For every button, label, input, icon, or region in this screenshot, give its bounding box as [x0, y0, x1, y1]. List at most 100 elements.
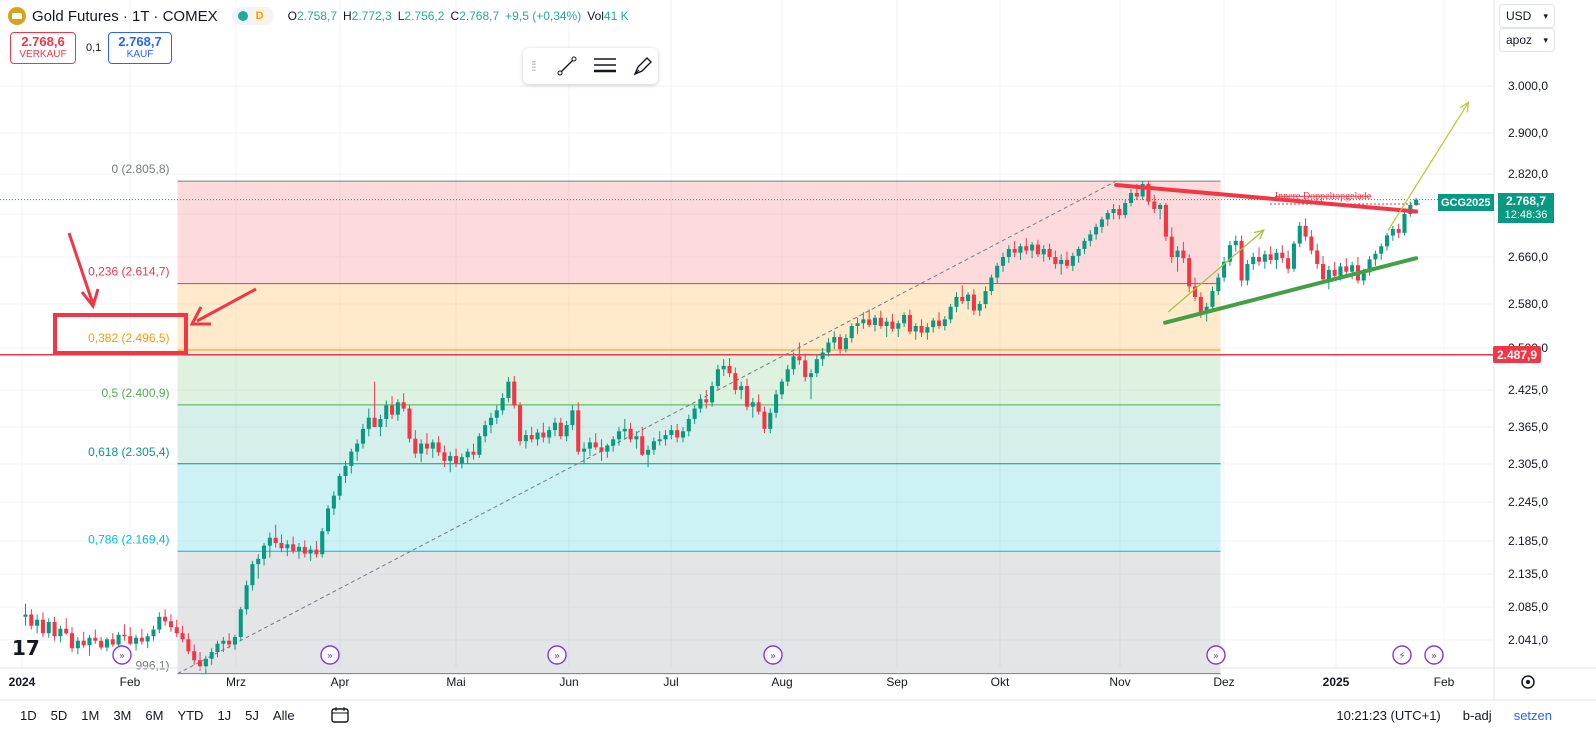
- timezone-clock[interactable]: 10:21:23 (UTC+1): [1336, 707, 1441, 723]
- candle-body: [1163, 205, 1168, 237]
- candle: [1274, 248, 1279, 269]
- candle: [849, 323, 854, 343]
- candle-body: [1152, 201, 1157, 209]
- candle: [1373, 250, 1378, 266]
- candle: [256, 554, 261, 579]
- candle: [739, 381, 744, 400]
- y-tick-label: 2.580,0: [1508, 297, 1548, 311]
- candle: [494, 405, 499, 424]
- currency-select[interactable]: USD ▾: [1499, 4, 1555, 28]
- range-button-3m[interactable]: 3M: [113, 707, 132, 723]
- brush-tool-icon[interactable]: [629, 52, 657, 80]
- candle: [936, 312, 942, 329]
- candle-body: [1239, 240, 1244, 281]
- candle: [675, 423, 680, 443]
- candle-body: [698, 399, 703, 409]
- candle-body: [1280, 252, 1285, 259]
- buy-button[interactable]: 2.768,7 KAUF: [108, 32, 172, 64]
- candle-body: [401, 402, 406, 409]
- candle: [1227, 240, 1232, 266]
- flash-event-icon: [1392, 645, 1412, 665]
- candle: [977, 301, 982, 317]
- candle: [820, 348, 825, 366]
- drag-handle-icon[interactable]: ⁞⁞: [531, 58, 537, 74]
- range-button-1m[interactable]: 1M: [81, 707, 100, 723]
- candle: [291, 536, 296, 554]
- candle-body: [128, 636, 133, 644]
- candle-body: [1274, 252, 1279, 260]
- buy-label: KAUF: [126, 49, 154, 60]
- candle: [134, 634, 139, 651]
- symbol-title[interactable]: Gold Futures · 1T · COMEX: [32, 7, 218, 25]
- range-button-alle[interactable]: Alle: [272, 707, 295, 723]
- candle-body: [436, 442, 441, 453]
- candle-body: [570, 410, 575, 426]
- reset-link[interactable]: setzen: [1513, 707, 1552, 723]
- candle-body: [355, 443, 360, 452]
- candle: [832, 331, 837, 350]
- candle-body: [372, 417, 377, 427]
- candle: [192, 644, 197, 665]
- candle: [814, 354, 819, 378]
- candle: [1326, 265, 1331, 290]
- x-tick-label: Mai: [446, 675, 465, 689]
- fib-level-label: 996,1): [135, 659, 169, 673]
- candle-body: [93, 637, 98, 641]
- candle-body: [1210, 291, 1215, 307]
- x-tick-label: Nov: [1109, 675, 1130, 689]
- chart-settings-icon[interactable]: [1518, 672, 1538, 692]
- candle-body: [116, 634, 121, 645]
- candle-body: [192, 651, 197, 661]
- candle-body: [1251, 257, 1256, 265]
- candle-body: [710, 386, 715, 403]
- range-button-6m[interactable]: 6M: [145, 707, 164, 723]
- candle-body: [360, 428, 365, 444]
- range-button-ytd[interactable]: YTD: [177, 707, 204, 723]
- trendline-tool-icon[interactable]: [553, 52, 581, 80]
- candle: [1268, 246, 1273, 265]
- candle-body: [296, 546, 301, 551]
- candle-body: [285, 544, 290, 549]
- candle-body: [203, 658, 208, 667]
- candle-body: [971, 294, 976, 311]
- candle-body: [424, 443, 430, 449]
- candle: [180, 625, 185, 643]
- fib-level-label: 0,786 (2.169,4): [88, 532, 169, 546]
- candle: [1047, 243, 1052, 260]
- line-style-icon[interactable]: [591, 52, 619, 80]
- range-button-5d[interactable]: 5D: [50, 707, 68, 723]
- candle-body: [989, 277, 994, 292]
- range-button-1j[interactable]: 1J: [217, 707, 232, 723]
- candle: [942, 316, 947, 331]
- candle: [1024, 238, 1029, 255]
- y-tick-label: 2.245,0: [1508, 495, 1548, 509]
- event-icon: [547, 645, 567, 665]
- range-button-1d[interactable]: 1D: [20, 707, 37, 723]
- candle-body: [564, 425, 569, 437]
- candle: [512, 376, 517, 409]
- candle-body: [104, 639, 109, 648]
- candle-body: [1303, 225, 1308, 237]
- candle: [488, 412, 494, 434]
- adjustment-toggle[interactable]: b-adj: [1462, 707, 1492, 723]
- low-value: 2.756,2: [404, 9, 445, 23]
- candle-body: [983, 291, 988, 304]
- candle-body: [680, 431, 686, 438]
- candle-body: [657, 439, 662, 442]
- market-status-badge[interactable]: D: [231, 7, 274, 25]
- scale-mode-select[interactable]: apoz ▾: [1499, 28, 1555, 52]
- candle: [744, 378, 750, 411]
- candle-body: [145, 636, 150, 642]
- candle: [692, 405, 697, 424]
- candle: [1286, 250, 1291, 274]
- range-button-5j[interactable]: 5J: [245, 707, 259, 723]
- sell-button[interactable]: 2.768,6 VERKAUF: [10, 32, 76, 64]
- candle-body: [419, 443, 424, 454]
- calendar-goto-icon[interactable]: [329, 704, 351, 726]
- candle: [46, 618, 51, 638]
- candle-body: [110, 639, 115, 645]
- candle: [931, 317, 936, 333]
- candle: [139, 628, 144, 645]
- candle-body: [1286, 258, 1291, 269]
